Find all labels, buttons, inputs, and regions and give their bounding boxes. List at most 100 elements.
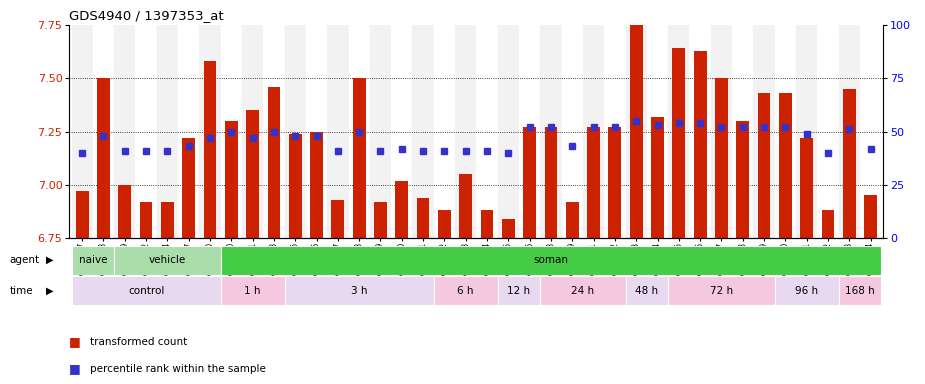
Bar <box>566 202 579 238</box>
Bar <box>864 195 877 238</box>
Bar <box>114 246 221 275</box>
Text: agent: agent <box>9 255 40 265</box>
Text: naive: naive <box>79 255 107 265</box>
Bar <box>668 276 775 305</box>
Bar <box>651 117 664 238</box>
Bar <box>860 25 882 238</box>
Bar <box>221 25 242 238</box>
Bar <box>352 78 365 238</box>
Bar <box>200 25 221 238</box>
Bar <box>140 202 153 238</box>
Bar <box>839 25 860 238</box>
Text: ■: ■ <box>69 362 81 375</box>
Bar <box>609 127 622 238</box>
Bar <box>630 23 643 238</box>
Bar <box>647 25 668 238</box>
Bar <box>502 219 514 238</box>
Bar <box>331 200 344 238</box>
Bar <box>306 25 327 238</box>
Text: ▶: ▶ <box>46 255 54 265</box>
Bar <box>481 210 493 238</box>
Bar <box>267 87 280 238</box>
Bar <box>374 202 387 238</box>
Text: control: control <box>128 286 165 296</box>
Text: percentile rank within the sample: percentile rank within the sample <box>90 364 265 374</box>
Bar <box>732 25 753 238</box>
Text: 96 h: 96 h <box>796 286 819 296</box>
Text: 168 h: 168 h <box>845 286 875 296</box>
Bar <box>246 110 259 238</box>
Bar <box>796 25 818 238</box>
Bar <box>561 25 583 238</box>
Bar <box>434 276 498 305</box>
Bar <box>370 25 391 238</box>
Bar <box>221 246 882 275</box>
Bar <box>242 25 264 238</box>
Text: ■: ■ <box>69 335 81 348</box>
Bar <box>413 25 434 238</box>
Bar <box>758 93 771 238</box>
Text: ▶: ▶ <box>46 286 54 296</box>
Bar <box>625 25 647 238</box>
Bar <box>438 210 450 238</box>
Text: GDS4940 / 1397353_at: GDS4940 / 1397353_at <box>69 9 224 22</box>
Bar <box>114 25 135 238</box>
Bar <box>498 25 519 238</box>
Bar <box>225 121 238 238</box>
Bar <box>625 276 668 305</box>
Text: 24 h: 24 h <box>572 286 595 296</box>
Bar <box>71 246 114 275</box>
Text: 1 h: 1 h <box>244 286 261 296</box>
Text: 48 h: 48 h <box>635 286 659 296</box>
Bar <box>460 174 472 238</box>
Bar <box>327 25 349 238</box>
Bar <box>821 210 834 238</box>
Bar <box>97 78 110 238</box>
Bar <box>753 25 775 238</box>
Bar <box>775 25 796 238</box>
Bar <box>71 276 221 305</box>
Bar <box>455 25 476 238</box>
Text: 72 h: 72 h <box>709 286 733 296</box>
Bar <box>434 25 455 238</box>
Bar <box>545 127 558 238</box>
Bar <box>839 276 882 305</box>
Bar <box>92 25 114 238</box>
Bar <box>182 138 195 238</box>
Bar <box>775 276 839 305</box>
Bar <box>843 89 856 238</box>
Text: soman: soman <box>534 255 569 265</box>
Bar <box>310 131 323 238</box>
Bar <box>715 78 728 238</box>
Bar <box>736 121 749 238</box>
Bar <box>76 191 89 238</box>
Text: 3 h: 3 h <box>351 286 367 296</box>
Bar <box>178 25 200 238</box>
Text: 6 h: 6 h <box>458 286 474 296</box>
Bar <box>221 276 285 305</box>
Bar <box>604 25 625 238</box>
Bar <box>519 25 540 238</box>
Bar <box>540 25 561 238</box>
Bar <box>289 134 302 238</box>
Bar <box>204 61 216 238</box>
Bar <box>587 127 600 238</box>
Bar <box>498 276 540 305</box>
Bar <box>349 25 370 238</box>
Bar <box>583 25 604 238</box>
Bar <box>476 25 498 238</box>
Bar <box>694 51 707 238</box>
Bar <box>668 25 689 238</box>
Text: vehicle: vehicle <box>149 255 186 265</box>
Bar <box>156 25 178 238</box>
Bar <box>264 25 285 238</box>
Bar <box>118 185 131 238</box>
Bar <box>779 93 792 238</box>
Bar <box>285 25 306 238</box>
Bar <box>391 25 413 238</box>
Bar <box>161 202 174 238</box>
Bar <box>71 25 92 238</box>
Text: transformed count: transformed count <box>90 337 187 347</box>
Bar <box>710 25 732 238</box>
Bar <box>135 25 156 238</box>
